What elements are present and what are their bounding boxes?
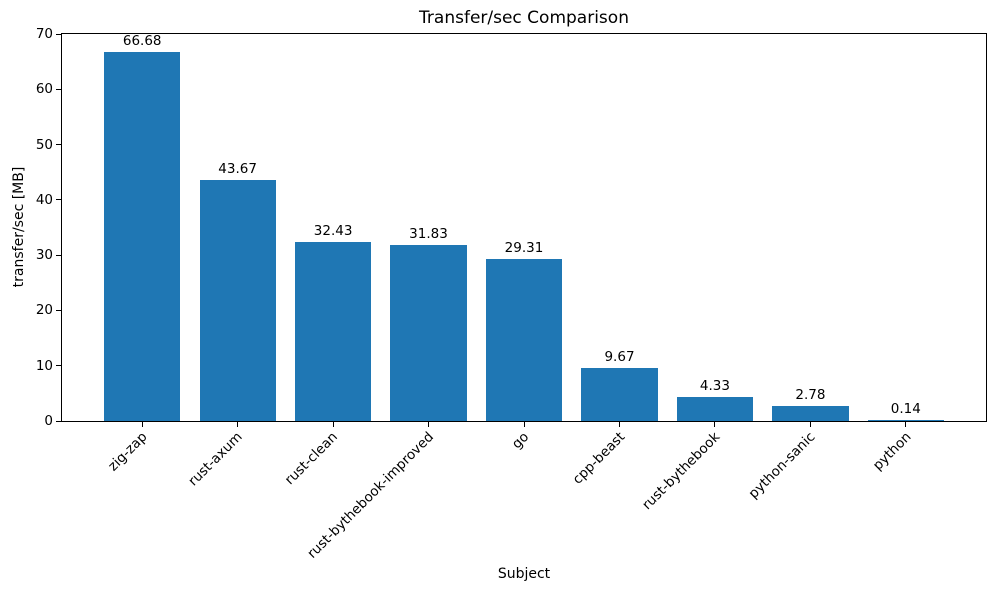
y-tick — [56, 309, 61, 311]
x-tick-label: cpp-beast — [569, 429, 628, 488]
bar-rust-axum — [199, 179, 276, 421]
y-tick — [56, 365, 61, 367]
y-tick-label: 60 — [35, 81, 53, 98]
y-axis-label: transfer/sec [MB] — [11, 166, 27, 288]
y-tick-label: 10 — [35, 357, 53, 374]
y-tick — [56, 420, 61, 422]
x-axis-label: Subject — [497, 566, 551, 582]
bar-rust-clean — [294, 241, 372, 421]
bar-value-label: 29.31 — [504, 240, 544, 256]
y-tick — [56, 144, 61, 146]
y-tick-label: 50 — [35, 136, 53, 153]
x-tick — [237, 422, 239, 427]
x-tick-label: rust-bythebook — [639, 429, 724, 514]
bar-go — [485, 259, 563, 421]
x-tick — [619, 422, 620, 427]
x-tick — [523, 422, 525, 427]
bar-value-label: 4.33 — [699, 378, 730, 395]
y-tick — [56, 254, 61, 256]
bar-value-label: 66.68 — [122, 33, 162, 50]
y-tick-label: 20 — [35, 302, 53, 319]
x-tick-label: go — [509, 429, 533, 453]
x-tick-label: zig-zap — [105, 429, 151, 475]
x-tick-label: python-sanic — [745, 429, 819, 502]
bar-value-label: 43.67 — [218, 160, 257, 177]
bar-value-label: 0.14 — [890, 401, 921, 418]
x-tick-label: rust-clean — [282, 429, 342, 489]
y-tick — [56, 33, 61, 35]
x-tick — [428, 422, 429, 427]
chart-title: Transfer/sec Comparison — [419, 8, 629, 28]
bar-python — [867, 420, 944, 421]
x-tick — [141, 422, 143, 427]
bar-rust-bythebook — [676, 397, 754, 421]
x-tick — [714, 422, 716, 427]
x-tick — [905, 422, 907, 427]
y-tick-label: 40 — [35, 191, 53, 208]
bar-python-sanic — [772, 405, 849, 421]
bar-value-label: 2.78 — [795, 386, 826, 403]
bar-zig-zap — [104, 52, 181, 421]
plot-area: 66.68 zig-zap 43.67 rust-axum 32.43 rust-clea… — [36, 26, 987, 562]
y-tick-label: 70 — [35, 26, 53, 42]
y-tick — [56, 88, 61, 90]
x-tick — [332, 422, 334, 427]
bar-value-label: 9.67 — [604, 348, 635, 365]
bar-cpp-beast — [581, 367, 658, 421]
bar-value-label: 32.43 — [313, 222, 353, 239]
y-tick-label: 30 — [35, 247, 53, 264]
x-tick — [809, 422, 811, 427]
bar-rust-bythebook-improved — [390, 245, 467, 421]
bar-value-label: 31.83 — [409, 226, 448, 242]
x-tick-label: rust-axum — [185, 429, 246, 490]
y-tick-label: 0 — [44, 413, 53, 429]
y-tick — [56, 199, 61, 201]
x-tick-label: python — [869, 429, 915, 474]
